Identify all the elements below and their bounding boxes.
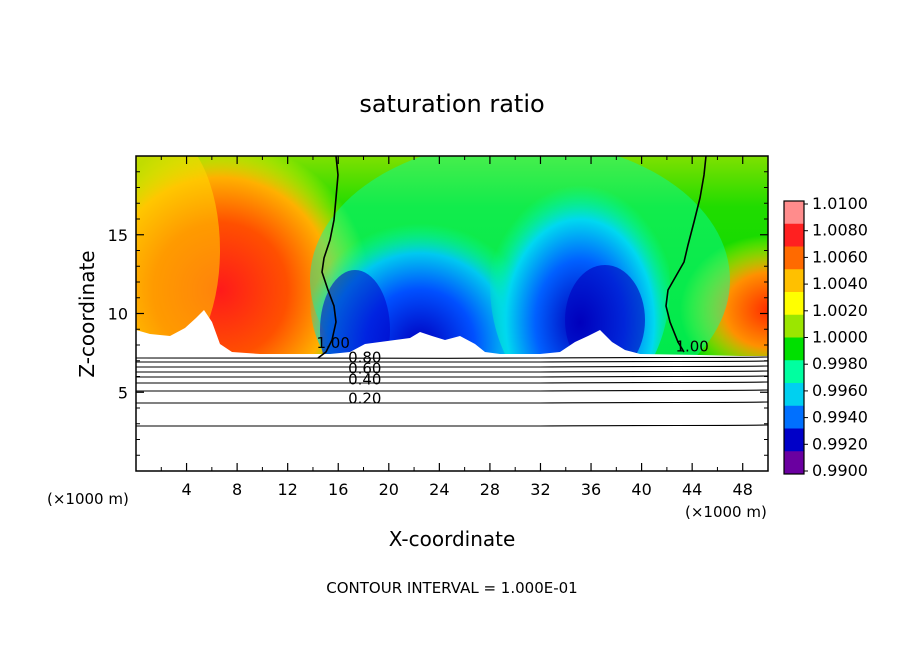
colorbar-segment [784, 360, 804, 384]
colorbar-label: 1.0000 [812, 328, 868, 347]
colorbar-segment [784, 314, 804, 338]
contour-label: 0.80 [348, 348, 381, 366]
y-axis-title: Z-coordinate [75, 250, 99, 377]
x-tick-label: 40 [631, 480, 651, 499]
x-tick-label: 8 [232, 480, 242, 499]
x-tick-label: 4 [181, 480, 191, 499]
colorbar-label: 0.9940 [812, 408, 868, 427]
colorbar-segment [784, 451, 804, 475]
colorbar-label: 0.9900 [812, 461, 868, 480]
x-tick-label: 36 [581, 480, 601, 499]
contour-label: 1.00 [675, 337, 708, 355]
colorbar-segment [784, 337, 804, 361]
colorbar-segment [784, 383, 804, 407]
colorbar: 1.0100 1.0080 1.0060 1.0040 1.0020 1.0000 0.99… [783, 194, 868, 480]
colorbar-segment [784, 223, 804, 247]
x-unit-right: (×1000 m) [685, 503, 767, 521]
x-tick-label: 20 [379, 480, 399, 499]
contour-label: 0.60 [348, 359, 381, 377]
contour-label: 0.20 [348, 389, 381, 407]
colorbar-label: 1.0080 [812, 221, 868, 240]
x-tick-label: 32 [530, 480, 550, 499]
colorbar-label: 1.0060 [812, 247, 868, 266]
y-tick-label: 15 [108, 226, 128, 245]
colorbar-segment [784, 269, 804, 293]
contour-label: 0.40 [348, 370, 381, 388]
y-tick-label: 10 [108, 305, 128, 324]
colorbar-label: 0.9980 [812, 354, 868, 373]
x-tick-label: 24 [429, 480, 449, 499]
contour-interval-note: CONTOUR INTERVAL = 1.000E-01 [326, 579, 577, 597]
x-tick-label: 16 [328, 480, 348, 499]
contour-labels: 1.000.800.600.400.201.00 [316, 334, 708, 407]
colorbar-label: 0.9960 [812, 381, 868, 400]
x-tick-label: 48 [733, 480, 753, 499]
x-tick-label: 12 [278, 480, 298, 499]
lower-contours [136, 356, 768, 427]
colorbar-segment [784, 405, 804, 429]
colorbar-label: 1.0040 [812, 274, 868, 293]
colorbar-segment [784, 201, 804, 225]
y-tick-label: 5 [118, 383, 128, 402]
contour-label: 1.00 [316, 334, 349, 352]
x-tick-label: 44 [682, 480, 702, 499]
x-axis-title: X-coordinate [389, 527, 516, 551]
saturation-field [136, 156, 768, 471]
colorbar-segment [784, 246, 804, 270]
y-axis: 5 10 15 [108, 171, 768, 456]
colorbar-label: 1.0020 [812, 301, 868, 320]
colorbar-segment [784, 428, 804, 452]
x-tick-label: 28 [480, 480, 500, 499]
chart-title: saturation ratio [359, 90, 544, 118]
colorbar-label: 0.9920 [812, 434, 868, 453]
x-axis: 4 8 12 16 20 24 28 32 36 40 44 48 [160, 156, 753, 499]
colorbar-label: 1.0100 [812, 194, 868, 213]
x-unit-left: (×1000 m) [47, 490, 129, 508]
colorbar-segment [784, 292, 804, 316]
contour-lines [317, 156, 707, 359]
